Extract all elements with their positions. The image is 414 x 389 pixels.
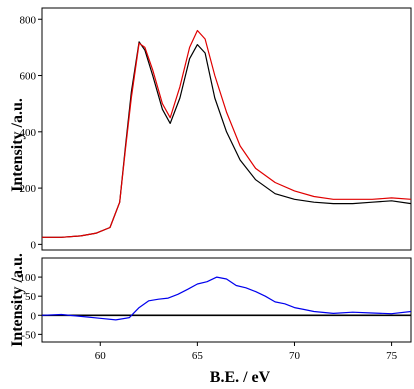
top-panel: 0 200 400 600 800 xyxy=(20,7,412,251)
x-tick-label-1: 65 xyxy=(192,350,204,362)
x-tick-label-0: 60 xyxy=(95,350,107,362)
top-y-tick-label-1: 200 xyxy=(20,183,37,195)
bottom-series-0-line xyxy=(41,276,412,321)
top-y-axis-title: Intensity /a.u. xyxy=(9,98,26,192)
top-y-tick-label-4: 800 xyxy=(20,14,37,26)
bottom-panel: -50 0 50 100 60 65 70 75 xyxy=(20,257,412,362)
bottom-y-tick-label-2: 50 xyxy=(25,291,37,303)
top-y-tick-label-2: 400 xyxy=(20,127,37,139)
x-tick-label-2: 70 xyxy=(289,350,301,362)
x-axis-title: B.E. / eV xyxy=(210,369,271,386)
bottom-y-tick-label-3: 100 xyxy=(20,272,37,284)
top-series-0-line xyxy=(42,41,412,238)
top-y-tick-label-3: 600 xyxy=(20,71,37,83)
top-y-tick-label-0: 0 xyxy=(31,239,37,251)
top-series-1-line xyxy=(42,29,412,238)
bottom-y-axis-title: Intensity /a.u. xyxy=(9,253,26,347)
bottom-y-tick-label-1: 0 xyxy=(31,310,37,322)
bottom-y-tick-label-0: -50 xyxy=(21,329,36,341)
top-plot-frame xyxy=(41,7,412,251)
bottom-plot-frame xyxy=(41,257,412,343)
x-tick-label-3: 75 xyxy=(386,350,398,362)
